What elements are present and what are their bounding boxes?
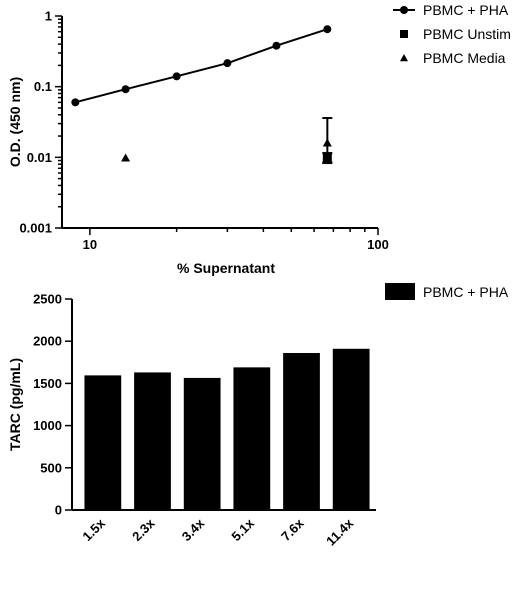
bar: [183, 377, 221, 510]
x-tick-label-bottom: 3.4x: [179, 515, 208, 544]
data-point: [71, 98, 80, 107]
bar: [332, 348, 370, 510]
bar: [134, 372, 171, 510]
data-point: [272, 41, 281, 50]
legend-marker: [400, 54, 408, 62]
x-tick-label-top: 100: [367, 237, 389, 252]
legend-label: PBMC Media: [423, 50, 506, 66]
y-tick-label-bottom: 1500: [33, 376, 62, 391]
y-tick-label-bottom: 2000: [33, 334, 62, 349]
y-tick-label-top: 0.001: [19, 221, 52, 236]
y-tick-label-bottom: 500: [40, 460, 62, 475]
bar: [84, 375, 122, 510]
data-point: [172, 72, 181, 81]
x-tick-label-bottom: 2.3x: [129, 515, 158, 544]
y-axis-label-top: O.D. (450 nm): [7, 77, 23, 167]
x-tick-label-top: 10: [83, 237, 97, 252]
legend-marker: [400, 30, 408, 38]
series-line-pbmc-pha: [75, 28, 328, 104]
legend-label: PBMC + PHA: [423, 2, 509, 18]
y-tick-label-bottom: 2500: [33, 292, 62, 307]
y-tick-label-bottom: 0: [55, 503, 62, 518]
data-point: [121, 85, 130, 94]
bar: [283, 353, 320, 510]
data-point: [121, 153, 131, 162]
legend-swatch: [385, 283, 415, 300]
data-point: [322, 138, 332, 147]
x-tick-label-bottom: 5.1x: [228, 515, 257, 544]
x-tick-label-bottom: 11.4x: [323, 515, 357, 549]
x-tick-label-bottom: 1.5x: [79, 515, 108, 544]
legend-label: PBMC Unstim: [423, 26, 511, 42]
y-tick-label-bottom: 1000: [33, 418, 62, 433]
legend-marker: [400, 6, 408, 14]
x-axis-label-top: % Supernatant: [177, 260, 275, 276]
y-tick-label-top: 0.1: [34, 79, 52, 94]
y-tick-label-top: 0.01: [27, 150, 52, 165]
data-point: [223, 59, 232, 68]
data-point: [323, 25, 332, 34]
x-tick-label-bottom: 7.6x: [278, 515, 307, 544]
bar: [233, 367, 271, 510]
legend-label: PBMC + PHA: [423, 284, 509, 300]
y-tick-label-top: 1: [45, 9, 52, 24]
y-axis-label-bottom: TARC (pg/mL): [7, 358, 23, 451]
